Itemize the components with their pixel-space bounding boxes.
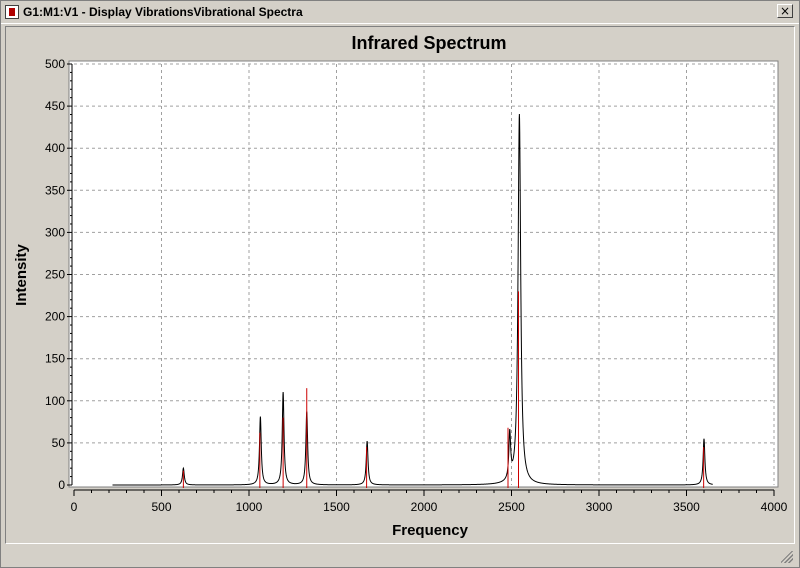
x-tick-label: 0 bbox=[71, 500, 78, 514]
chart-panel: Infrared Spectrum 0 50 100 150 200 250 300 350 4… bbox=[5, 26, 795, 544]
chart-title: Infrared Spectrum bbox=[351, 33, 506, 53]
y-tick-label: 500 bbox=[45, 57, 65, 71]
y-tick-label: 200 bbox=[45, 310, 65, 324]
x-axis: 0 500 1000 1500 2000 2500 3000 3500 4000 bbox=[71, 489, 788, 514]
grid-lines bbox=[74, 63, 775, 485]
y-tick-label: 250 bbox=[45, 268, 65, 282]
y-tick-label: 150 bbox=[45, 352, 65, 366]
title-bar[interactable]: G1:M1:V1 - Display VibrationsVibrational… bbox=[1, 1, 799, 24]
y-tick-label: 0 bbox=[58, 478, 65, 492]
infrared-spectrum-chart[interactable]: Infrared Spectrum 0 50 100 150 200 250 300 350 4… bbox=[6, 27, 794, 543]
y-axis: 0 50 100 150 200 250 300 350 400 450 500 bbox=[45, 57, 73, 492]
gaussview-app-icon[interactable] bbox=[5, 5, 19, 19]
spectrum-line bbox=[112, 113, 713, 486]
y-tick-label: 350 bbox=[45, 183, 65, 197]
y-tick-label: 400 bbox=[45, 141, 65, 155]
x-tick-label: 1500 bbox=[323, 500, 350, 514]
series-group bbox=[112, 113, 713, 488]
x-tick-label: 1000 bbox=[236, 500, 263, 514]
resize-grip-icon[interactable] bbox=[781, 551, 793, 563]
x-tick-label: 2500 bbox=[498, 500, 525, 514]
close-button[interactable]: × bbox=[777, 4, 793, 18]
y-tick-label: 100 bbox=[45, 394, 65, 408]
y-axis-label: Intensity bbox=[13, 244, 30, 306]
window-title: G1:M1:V1 - Display VibrationsVibrational… bbox=[23, 5, 303, 19]
status-bar bbox=[5, 547, 795, 565]
x-tick-label: 4000 bbox=[761, 500, 788, 514]
x-tick-label: 500 bbox=[151, 500, 171, 514]
x-tick-label: 3000 bbox=[586, 500, 613, 514]
x-axis-label: Frequency bbox=[392, 522, 469, 539]
x-tick-label: 2000 bbox=[411, 500, 438, 514]
x-tick-label: 3500 bbox=[673, 500, 700, 514]
y-tick-label: 50 bbox=[52, 436, 66, 450]
y-tick-label: 450 bbox=[45, 99, 65, 113]
y-tick-label: 300 bbox=[45, 225, 65, 239]
